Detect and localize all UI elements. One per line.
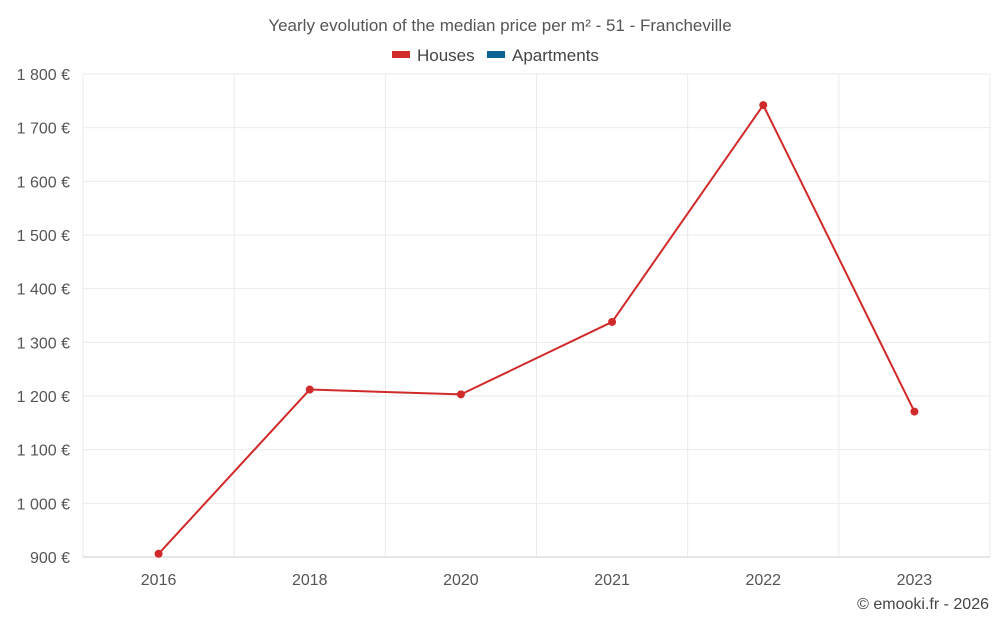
legend: Houses Apartments [392, 46, 599, 65]
series-layer [154, 101, 919, 558]
legend-swatch-apartments [487, 51, 505, 58]
y-tick-label: 1 300 € [17, 335, 70, 352]
y-tick-label: 1 600 € [17, 174, 70, 191]
y-tick-label: 1 200 € [17, 389, 70, 406]
data-point[interactable] [608, 317, 617, 326]
y-tick-label: 900 € [30, 550, 70, 567]
y-tick-label: 1 100 € [17, 443, 70, 460]
legend-label-houses: Houses [417, 46, 475, 65]
y-tick-label: 1 800 € [17, 67, 70, 84]
y-tick-label: 1 400 € [17, 282, 70, 299]
legend-entry-apartments[interactable]: Apartments [487, 46, 599, 65]
credit-text: © emooki.fr - 2026 [857, 596, 989, 613]
x-tick-label: 2021 [594, 572, 630, 589]
x-tick-label: 2016 [141, 572, 177, 589]
data-point[interactable] [154, 549, 163, 558]
x-tick-label: 2022 [745, 572, 781, 589]
x-tick-label: 2020 [443, 572, 479, 589]
y-tick-label: 1 500 € [17, 228, 70, 245]
x-tick-label: 2018 [292, 572, 328, 589]
y-axis-ticks: 900 € 1 000 € 1 100 € 1 200 € 1 300 € 1 400 €… [17, 67, 70, 567]
series-line-houses [157, 104, 916, 555]
chart-title: Yearly evolution of the median price per… [268, 16, 731, 35]
data-point[interactable] [910, 407, 919, 416]
data-point[interactable] [456, 390, 465, 399]
legend-swatch-houses [392, 51, 410, 58]
y-tick-label: 1 000 € [17, 496, 70, 513]
x-axis-ticks: 2016 2018 2020 2021 2022 2023 [141, 572, 933, 589]
legend-entry-houses[interactable]: Houses [392, 46, 475, 65]
legend-label-apartments: Apartments [512, 46, 599, 65]
data-point[interactable] [759, 101, 768, 110]
x-gridlines [82, 74, 991, 557]
x-tick-label: 2023 [897, 572, 933, 589]
y-tick-label: 1 700 € [17, 121, 70, 138]
data-point[interactable] [305, 385, 314, 394]
